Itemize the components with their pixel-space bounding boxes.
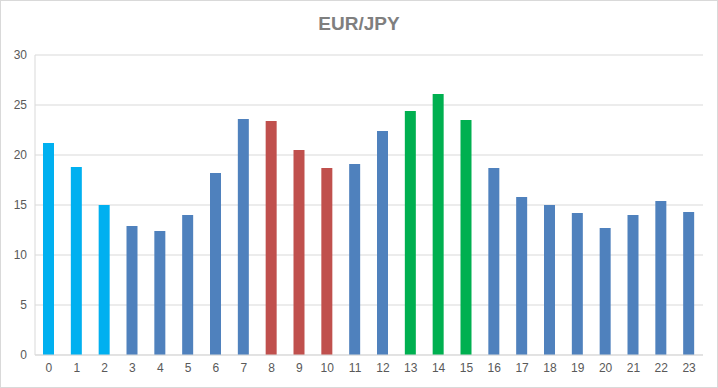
svg-text:15: 15 (14, 198, 28, 212)
svg-text:16: 16 (488, 361, 502, 375)
html-text:EUR/JPY: EUR/JPY (318, 13, 400, 34)
svg-text:5: 5 (20, 298, 27, 312)
svg-text:1: 1 (73, 361, 80, 375)
svg-text:20: 20 (599, 361, 613, 375)
svg-text:12: 12 (376, 361, 390, 375)
svg-text:22: 22 (655, 361, 669, 375)
svg-text:4: 4 (157, 361, 164, 375)
svg-text:20: 20 (14, 148, 28, 162)
svg-text:2: 2 (101, 361, 108, 375)
svg-text:8: 8 (268, 361, 275, 375)
svg-text:23: 23 (682, 361, 696, 375)
svg-text:6: 6 (213, 361, 220, 375)
svg-text:10: 10 (14, 248, 28, 262)
svg-text:30: 30 (14, 48, 28, 62)
svg-text:0: 0 (46, 361, 53, 375)
svg-text:11: 11 (349, 361, 362, 375)
svg-text:21: 21 (627, 361, 641, 375)
svg-text:3: 3 (129, 361, 136, 375)
svg-text:25: 25 (14, 98, 28, 112)
svg-text:19: 19 (571, 361, 585, 375)
svg-text:7: 7 (240, 361, 247, 375)
svg-text:13: 13 (404, 361, 418, 375)
svg-text:17: 17 (515, 361, 529, 375)
svg-text:10: 10 (321, 361, 335, 375)
svg-text:5: 5 (185, 361, 192, 375)
svg-text:15: 15 (460, 361, 474, 375)
svg-text:9: 9 (296, 361, 303, 375)
svg-text:0: 0 (20, 348, 27, 362)
svg-text:18: 18 (543, 361, 557, 375)
svg-text:14: 14 (432, 361, 446, 375)
